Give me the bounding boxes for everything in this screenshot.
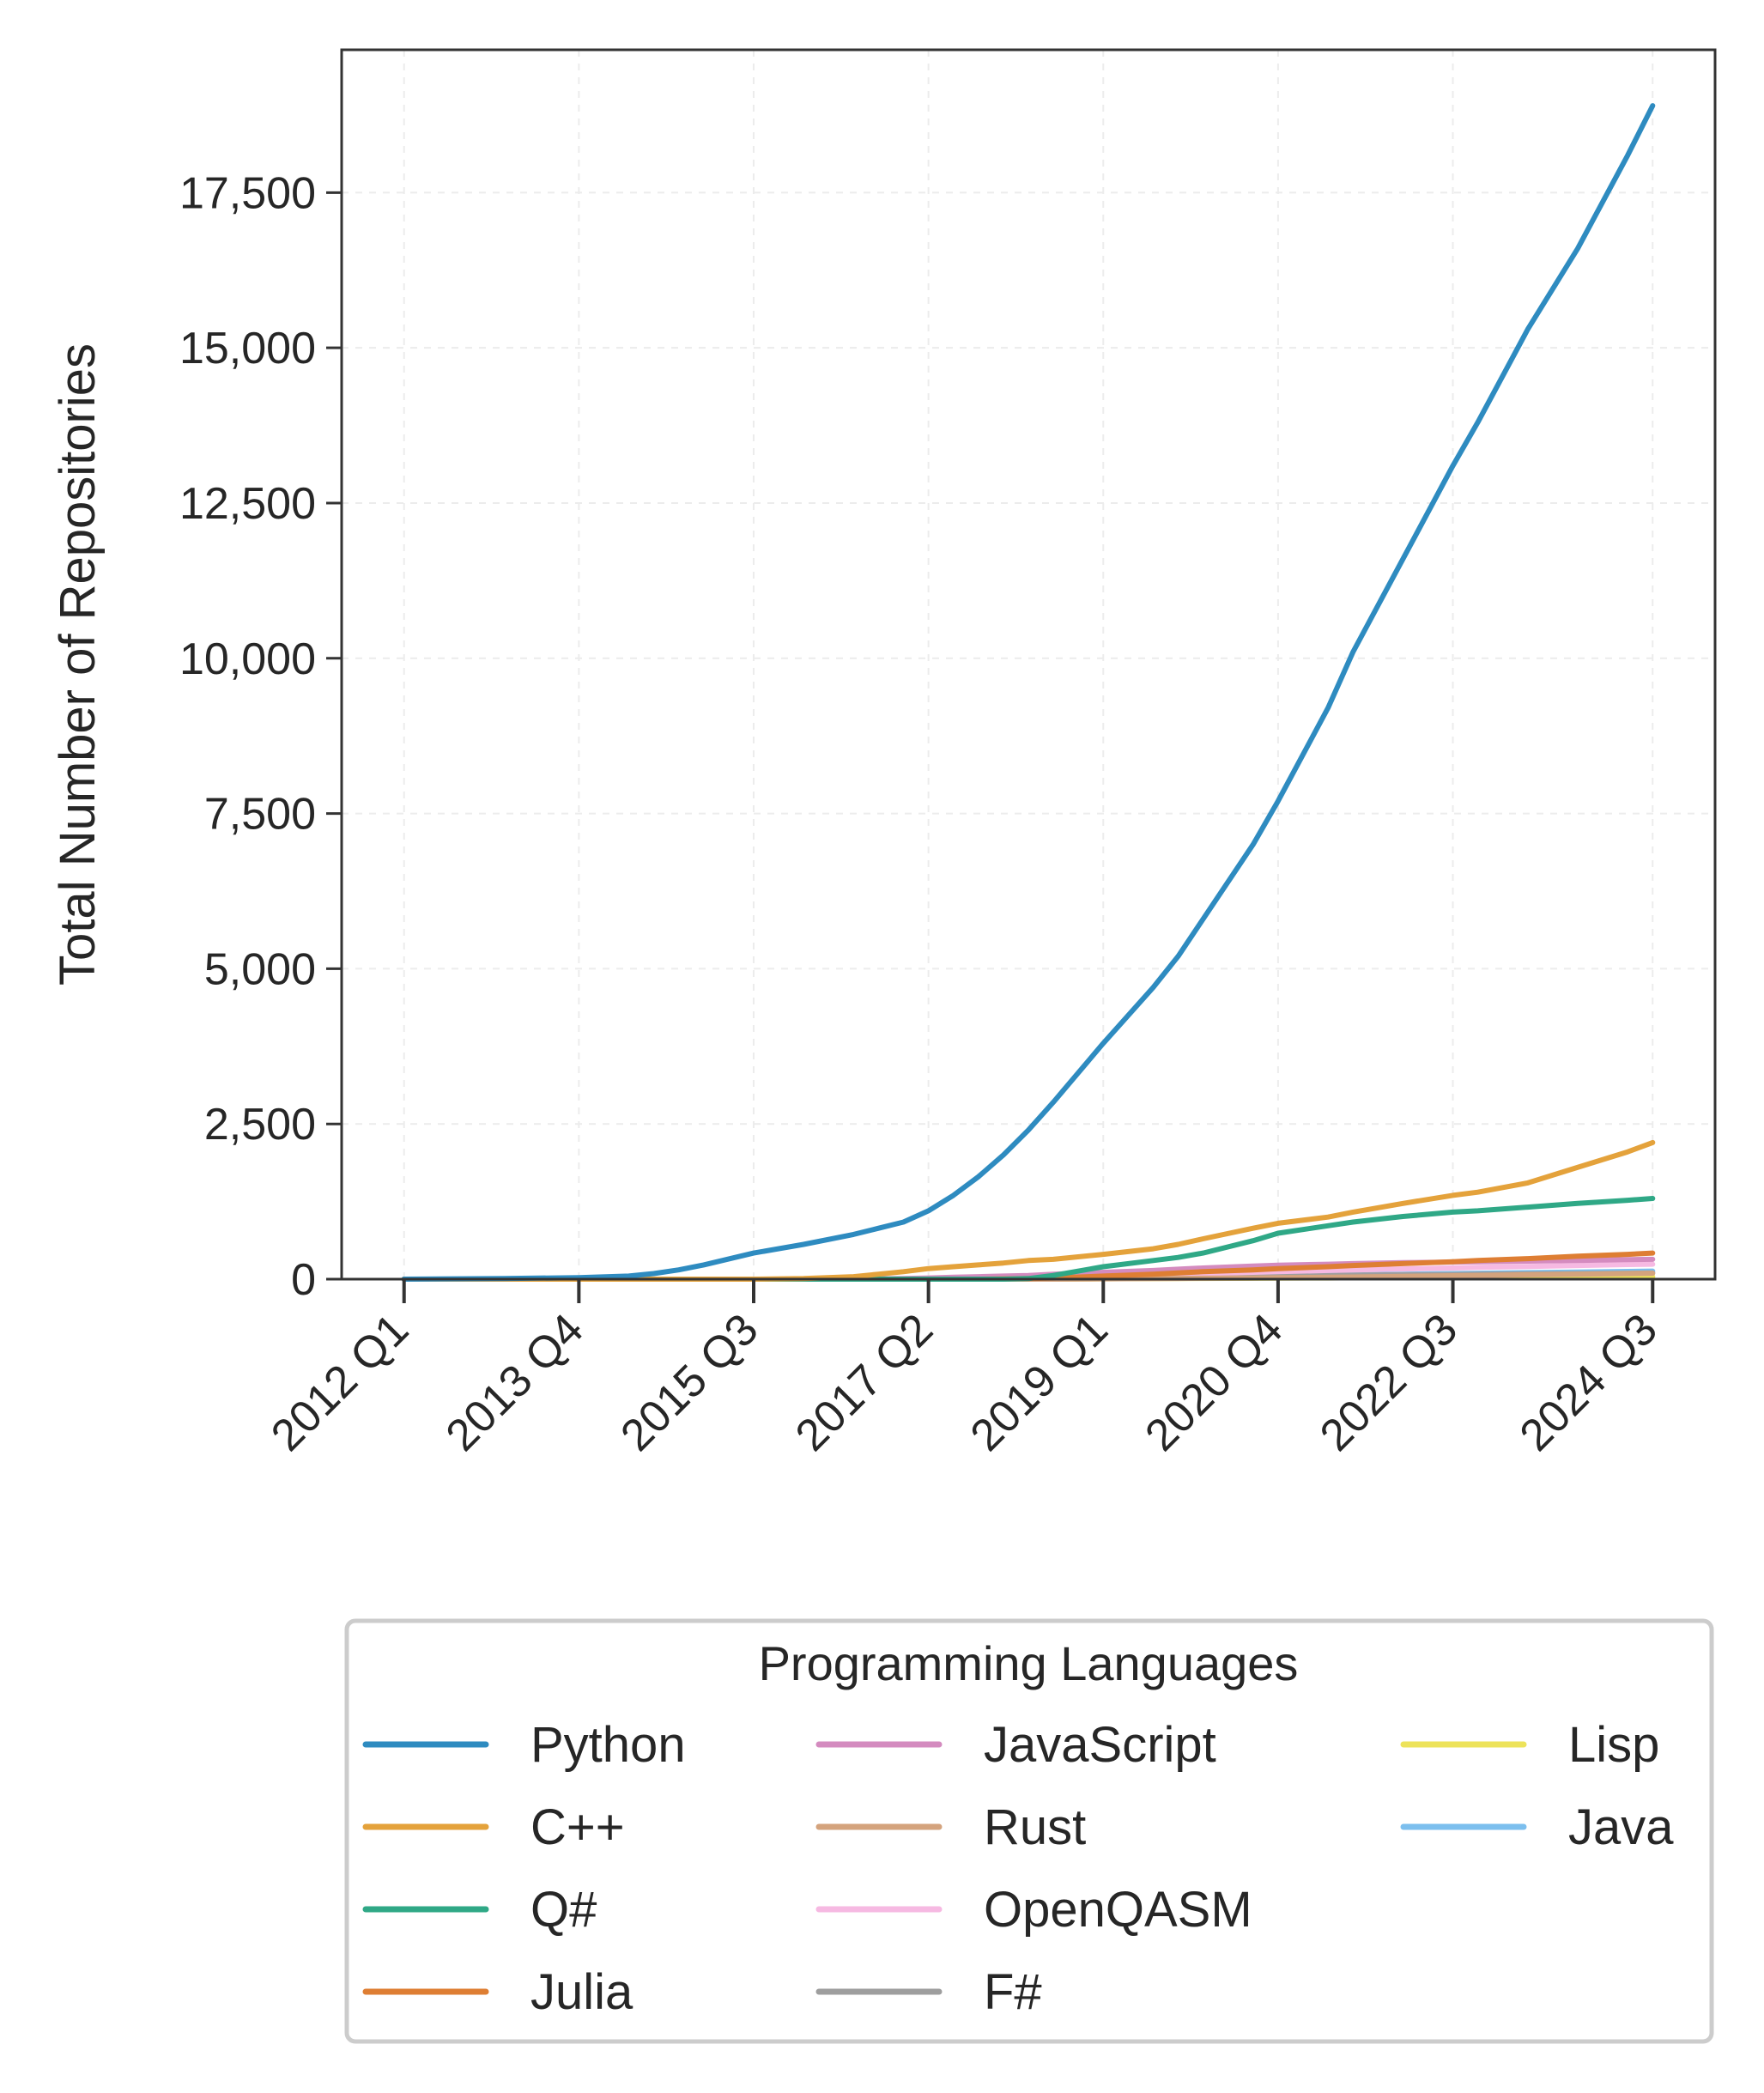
legend-label: C++ <box>530 1799 625 1855</box>
y-tick-label: 10,000 <box>179 634 316 684</box>
legend-label: Java <box>1568 1799 1674 1855</box>
legend-item-javascript: JavaScript <box>815 1717 1216 1773</box>
legend-label: Python <box>530 1717 686 1773</box>
y-tick-label: 0 <box>291 1255 316 1305</box>
series-line-python <box>401 103 1656 1282</box>
legend-label: F# <box>984 1964 1042 2020</box>
legend-item-q-: Q# <box>362 1882 597 1938</box>
legend-items: Python C++ Q# Julia JavaScript Rust OpenQASM F#… <box>362 1717 1674 2020</box>
y-axis-label: Total Number of Repositories <box>50 343 106 986</box>
y-tick-label: 12,500 <box>179 479 316 529</box>
legend-label: Q# <box>530 1882 597 1938</box>
y-tick-label: 2,500 <box>204 1100 316 1150</box>
legend-label: Julia <box>530 1964 633 2020</box>
legend-item-julia: Julia <box>362 1964 633 2020</box>
legend-item-c-: C++ <box>362 1799 625 1855</box>
legend-item-java: Java <box>1400 1799 1674 1855</box>
y-tick-label: 7,500 <box>204 790 316 840</box>
legend-label: Lisp <box>1568 1717 1659 1773</box>
legend-label: JavaScript <box>984 1717 1216 1773</box>
legend-item-rust: Rust <box>815 1799 1086 1855</box>
legend-label: Rust <box>984 1799 1086 1855</box>
y-tick-label: 17,500 <box>179 168 316 218</box>
y-tick-label: 15,000 <box>179 324 316 373</box>
y-tick-label: 5,000 <box>204 944 316 994</box>
legend-title: Programming Languages <box>759 1636 1299 1690</box>
legend-item-lisp: Lisp <box>1400 1717 1659 1773</box>
plot-frame <box>340 48 1717 1281</box>
legend-item-python: Python <box>362 1717 686 1773</box>
legend-item-openqasm: OpenQASM <box>815 1882 1252 1938</box>
legend-label: OpenQASM <box>984 1882 1252 1938</box>
y-axis: 0 2,500 5,000 7,500 10,000 12,500 15,000 17,500 <box>179 168 342 1305</box>
legend-box <box>344 1618 1714 2044</box>
legend-item-f-: F# <box>815 1964 1042 2020</box>
legend: Programming Languages Python C++ Q# Julia Ja… <box>344 1618 1714 2044</box>
